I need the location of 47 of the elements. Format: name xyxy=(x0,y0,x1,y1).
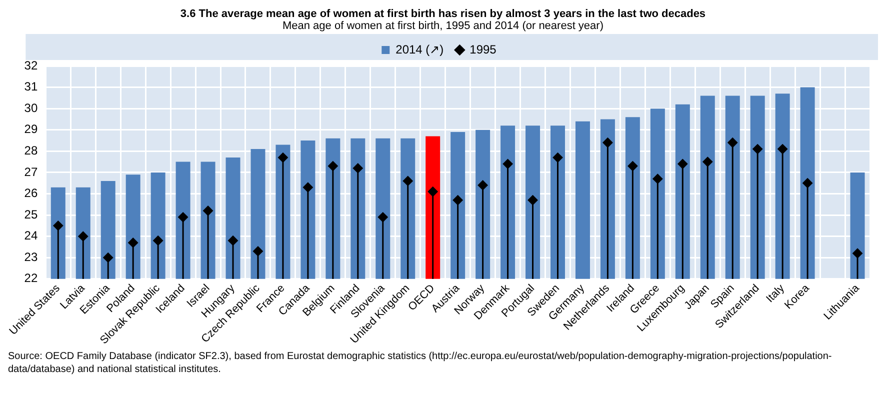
chart-title: 3.6 The average mean age of women at first birth has risen by almost 3 years in the last two decades xyxy=(179,8,707,20)
point xyxy=(153,236,164,246)
y-tick-label: 30 xyxy=(24,100,38,115)
point xyxy=(203,206,214,216)
y-tick-label: 22 xyxy=(24,271,38,286)
chart-subtitle: Mean age of women at first birth, 1995 and 2014 (or nearest year) xyxy=(281,20,604,32)
y-tick-label: 32 xyxy=(24,58,38,72)
point xyxy=(652,174,663,184)
point xyxy=(602,138,613,148)
point xyxy=(778,144,788,154)
point xyxy=(678,158,688,169)
y-tick-label: 28 xyxy=(24,143,38,158)
source-note: Source: OECD Family Database (indicator SF2.3), based from Eurostat demographic statistics (http://ec.europa.eu/eurostat/web/population-demography-migration-projections/population-data/database) and national statistical institutes. xyxy=(8,350,833,376)
y-tick-label: 25 xyxy=(24,207,38,222)
point xyxy=(752,144,763,154)
point xyxy=(378,212,388,222)
point xyxy=(178,212,188,222)
point xyxy=(352,163,363,174)
point xyxy=(452,195,463,206)
point xyxy=(53,220,64,231)
y-tick-label: 29 xyxy=(24,122,38,136)
point xyxy=(852,248,863,258)
point xyxy=(502,158,513,169)
legend-label: 2014 (↗) xyxy=(396,42,444,56)
point xyxy=(402,176,413,186)
point xyxy=(103,252,114,263)
y-tick-label: 23 xyxy=(24,250,38,264)
point xyxy=(428,186,438,197)
y-tick-label: 31 xyxy=(24,80,38,94)
point xyxy=(78,231,88,242)
point xyxy=(478,180,488,190)
y-tick-label: 27 xyxy=(24,164,38,179)
point xyxy=(552,152,563,163)
point xyxy=(302,182,313,192)
point xyxy=(328,161,338,172)
point xyxy=(128,238,138,248)
y-tick-label: 26 xyxy=(24,186,38,200)
point xyxy=(802,178,813,188)
y-tick-label: 24 xyxy=(24,228,38,243)
point xyxy=(628,161,638,172)
point xyxy=(702,156,713,167)
point xyxy=(228,236,238,246)
point xyxy=(252,246,263,256)
point xyxy=(278,152,288,163)
point xyxy=(528,195,538,206)
legend-label: 1995 xyxy=(470,42,497,56)
point xyxy=(728,138,738,148)
